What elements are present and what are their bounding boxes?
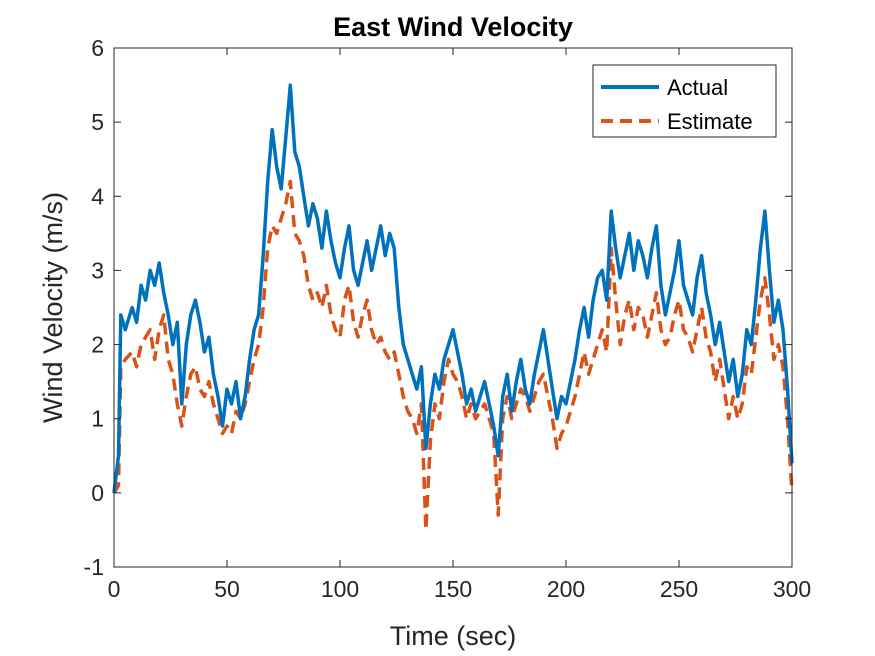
x-tick-label: 0: [108, 576, 121, 602]
y-axis-label: Wind Velocity (m/s): [38, 192, 68, 423]
y-axis: -1 0 1 2 3 4 5 6: [84, 35, 792, 580]
legend-label-estimate: Estimate: [667, 109, 753, 134]
y-tick-label: 0: [91, 480, 104, 506]
y-tick-label: 1: [91, 406, 104, 432]
y-tick-label: 2: [91, 332, 104, 358]
x-tick-label: 250: [660, 576, 698, 602]
x-tick-label: 100: [321, 576, 359, 602]
y-tick-label: 6: [91, 35, 104, 61]
y-tick-label: 5: [91, 109, 104, 135]
x-tick-label: 150: [434, 576, 472, 602]
x-tick-label: 200: [547, 576, 585, 602]
y-tick-label: -1: [84, 554, 104, 580]
legend-box: [592, 64, 777, 138]
series-layer: [112, 83, 794, 532]
chart-title: East Wind Velocity: [333, 12, 573, 42]
x-tick-label: 300: [773, 576, 811, 602]
series-line-actual: [112, 83, 794, 494]
y-tick-label: 4: [91, 183, 104, 209]
series-line-estimate: [112, 179, 794, 532]
legend-label-actual: Actual: [667, 75, 728, 100]
x-tick-label: 50: [214, 576, 240, 602]
y-tick-label: 3: [91, 257, 104, 283]
x-axis: 0 50 100 150 200 250 300: [108, 48, 811, 602]
x-axis-label: Time (sec): [390, 621, 517, 651]
legend: Actual Estimate: [592, 64, 777, 138]
